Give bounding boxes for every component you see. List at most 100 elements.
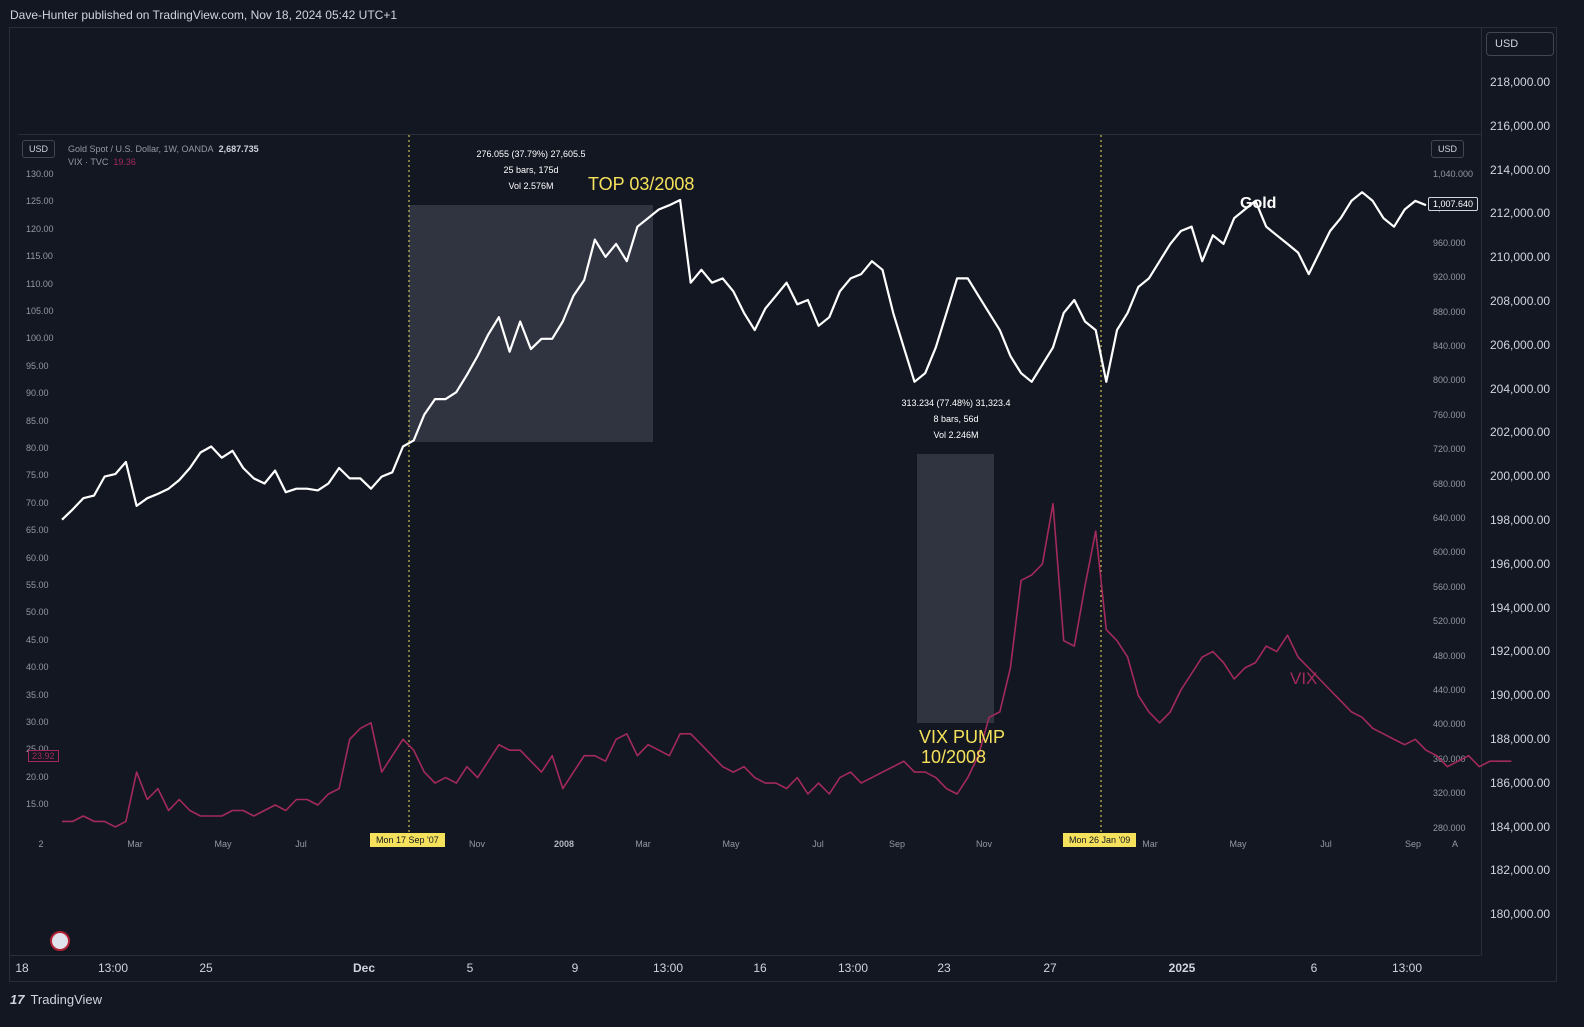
inner-time-label: May [1229,839,1247,849]
inner-left-axis-label: 30.00 [26,717,49,727]
inner-left-axis-label: 110.00 [26,278,53,289]
us-flag-icon[interactable] [50,931,70,951]
outer-price-label: 194,000.00 [1490,600,1551,615]
outer-time-label: 16 [753,961,767,975]
tradingview-logo-icon: 17 [10,992,25,1007]
inner-left-axis-label: 100.00 [26,333,54,344]
outer-time-label: 18 [15,961,29,975]
inner-right-currency[interactable]: USD [1431,140,1465,158]
outer-time-label: 27 [1043,961,1057,975]
outer-price-label: 198,000.00 [1490,513,1551,527]
measure-vix-line1: 313.234 (77.48%) 31,323.4 [901,398,1011,408]
outer-price-label: 208,000.00 [1490,294,1551,308]
measure-top-line3: Vol 2.576M [508,181,554,191]
outer-time-axis[interactable] [10,955,1481,982]
inner-left-axis-label: 115.00 [26,251,53,262]
inner-left-axis-label: 70.00 [26,497,49,508]
outer-price-label: 192,000.00 [1490,644,1551,659]
outer-time-label: 5 [466,961,474,975]
inner-right-axis-label: 320.000 [1433,788,1466,799]
top-bar: Dave-Hunter published on TradingView.com… [0,0,1584,28]
inner-left-axis-label: 105.00 [26,306,54,316]
inner-right-axis-label: 640.000 [1433,513,1466,523]
legend-gold-title: Gold Spot / U.S. Dollar, 1W, OANDA [68,144,214,154]
vix-pump-line2: 10/2008 [921,747,987,767]
inner-right-axis-label: 600.000 [1433,547,1466,558]
currency-button[interactable]: USD [1486,32,1554,56]
inner-time-label: Nov [468,839,486,849]
date-tag-jan-2009: Mon 26 Jan '09 [1063,833,1137,847]
inner-left-currency[interactable]: USD [22,140,56,158]
outer-price-label: 190,000.00 [1490,688,1551,703]
inner-left-axis-label: 35.00 [26,689,49,700]
chart-legend: Gold Spot / U.S. Dollar, 1W, OANDA 2,687… [68,143,259,169]
inner-right-axis-label: 880.000 [1433,306,1466,317]
inner-time-label: May [722,839,740,849]
inner-right-axis-label: 440.000 [1433,685,1466,695]
inner-right-axis-label: 840.000 [1433,341,1466,351]
outer-price-label: 188,000.00 [1490,732,1551,746]
inner-right-axis-label: 960.000 [1433,237,1466,248]
top-2008-annotation: TOP 03/2008 [588,174,695,194]
inner-right-axis-label: 1,040.000 [1433,169,1474,179]
inner-time-label: A [1451,839,1459,849]
outer-price-label: 196,000.00 [1490,556,1551,571]
gold-last-price-tag: 1,007.640 [1428,197,1479,211]
inner-left-axis-label: 55.00 [26,580,49,590]
inner-time-label: 2008 [553,839,575,849]
inner-left-axis-label: 85.00 [26,415,49,426]
outer-price-label: 180,000.00 [1490,907,1551,922]
measure-vix-line3: Vol 2.246M [933,430,979,440]
outer-price-label: 184,000.00 [1490,819,1551,834]
outer-price-label: 214,000.00 [1490,162,1551,177]
outer-time-label: Dec [352,961,376,975]
inner-left-axis-label: 125.00 [26,196,54,207]
embedded-chart-panel [18,134,1481,851]
published-caption: Dave-Hunter published on TradingView.com… [10,8,398,22]
measure-label-vix: 313.234 (77.48%) 31,323.4 8 bars, 56d Vo… [891,395,1021,443]
vix-last-value-tag: 23.92 [28,750,59,762]
inner-left-axis-label: 75.00 [26,470,49,481]
inner-left-axis-label: 50.00 [26,607,49,618]
inner-left-axis-label: 60.00 [26,552,49,563]
outer-price-label: 218,000.00 [1490,75,1551,89]
vix-series-line [62,502,1512,828]
outer-time-label: 2025 [1168,961,1196,975]
outer-price-label: 212,000.00 [1490,206,1551,221]
measure-top-line1: 276.055 (37.79%) 27,605.5 [476,149,586,159]
date-tag-sep-2007: Mon 17 Sep '07 [370,833,445,847]
outer-price-label: 216,000.00 [1490,118,1551,133]
inner-left-axis-label: 120.00 [26,223,54,234]
inner-time-label: Nov [975,839,993,849]
inner-left-axis-label: 40.00 [26,662,49,673]
inner-right-axis-label: 800.000 [1433,375,1466,386]
inner-right-axis-label: 920.000 [1433,272,1466,283]
outer-chart-frame [9,27,1557,982]
legend-gold-value: 2,687.735 [218,144,259,154]
measure-vix-line2: 8 bars, 56d [933,414,979,424]
outer-time-label: 23 [937,961,951,975]
outer-price-axis[interactable] [1481,27,1558,955]
outer-time-label: 13:00 [1391,961,1423,975]
inner-time-label: Mar [635,839,651,849]
inner-right-axis-label: 360.000 [1433,753,1466,764]
inner-right-axis-label: 560.000 [1433,581,1466,592]
gold-series-label: Gold [1240,195,1277,212]
inner-time-label: Sep [888,839,906,849]
inner-time-label: May [214,839,232,849]
inner-left-axis-label: 65.00 [26,525,49,536]
outer-price-label: 200,000.00 [1490,469,1551,484]
inner-time-label: Jul [1320,839,1332,849]
footer-brand[interactable]: 17 TradingView [10,992,102,1007]
vix-measure-box [917,454,994,723]
inner-time-label: 2 [38,839,44,849]
inner-right-axis-label: 680.000 [1433,478,1466,489]
inner-left-axis-label: 20.00 [26,771,49,782]
outer-time-label: 13:00 [97,961,129,975]
inner-right-axis-label: 400.000 [1433,719,1466,730]
footer-brand-text: TradingView [30,992,103,1007]
outer-price-label: 182,000.00 [1490,863,1551,878]
outer-price-label: 206,000.00 [1490,337,1551,352]
legend-vix-value: 19.36 [113,157,136,167]
